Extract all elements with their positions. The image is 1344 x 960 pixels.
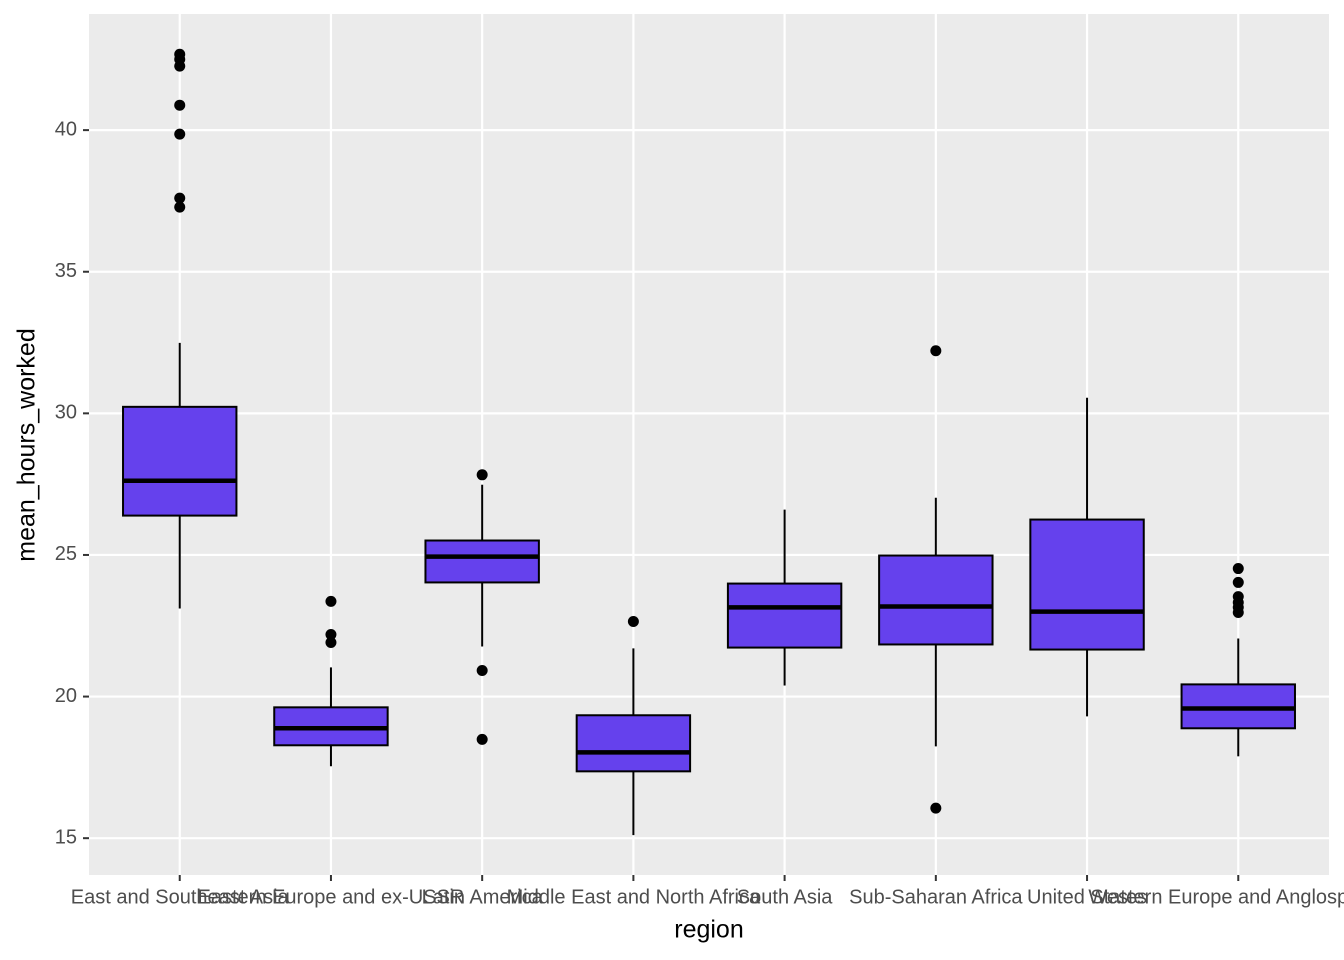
outlier: [174, 128, 186, 140]
x-tick-label: South Asia: [737, 886, 834, 908]
y-tick-label: 40: [55, 118, 77, 140]
x-tick-label: Middle East and North Africa: [507, 886, 761, 908]
outlier: [325, 636, 337, 648]
outlier: [325, 595, 337, 607]
box: [726, 582, 843, 649]
y-tick-label: 20: [55, 685, 77, 707]
outlier: [930, 802, 942, 814]
outlier: [930, 345, 942, 357]
outlier: [627, 616, 639, 628]
y-axis-title: mean_hours_worked: [13, 328, 41, 561]
x-tick-label: East and Southeast Asia: [71, 886, 290, 908]
y-tick-label: 15: [55, 826, 77, 848]
box: [575, 714, 692, 773]
outlier: [1232, 576, 1244, 588]
outlier: [1232, 563, 1244, 575]
x-tick-label: Eastern Europe and ex-USSR: [198, 886, 465, 908]
outlier: [476, 733, 488, 745]
outlier: [174, 99, 186, 111]
box: [1029, 518, 1145, 651]
x-axis-title: region: [674, 916, 744, 944]
outlier: [174, 192, 186, 204]
outlier: [325, 629, 337, 641]
x-tick-label: Latin America: [422, 886, 544, 908]
x-tick-label: Western Europe and Anglosphere: [1088, 886, 1344, 908]
outlier: [1232, 606, 1244, 618]
marks: [122, 48, 1296, 836]
box: [878, 554, 994, 646]
outlier: [476, 665, 488, 677]
box: [122, 405, 238, 517]
x-tick-label: United States: [1027, 886, 1147, 908]
y-tick-label: 30: [55, 402, 77, 424]
x-tick-label: Sub-Saharan Africa: [849, 886, 1023, 908]
outlier: [174, 60, 186, 72]
outlier: [476, 469, 488, 481]
y-tick-label: 35: [55, 260, 77, 282]
y-tick-label: 25: [55, 543, 77, 565]
box: [424, 539, 540, 584]
outlier: [174, 201, 186, 213]
